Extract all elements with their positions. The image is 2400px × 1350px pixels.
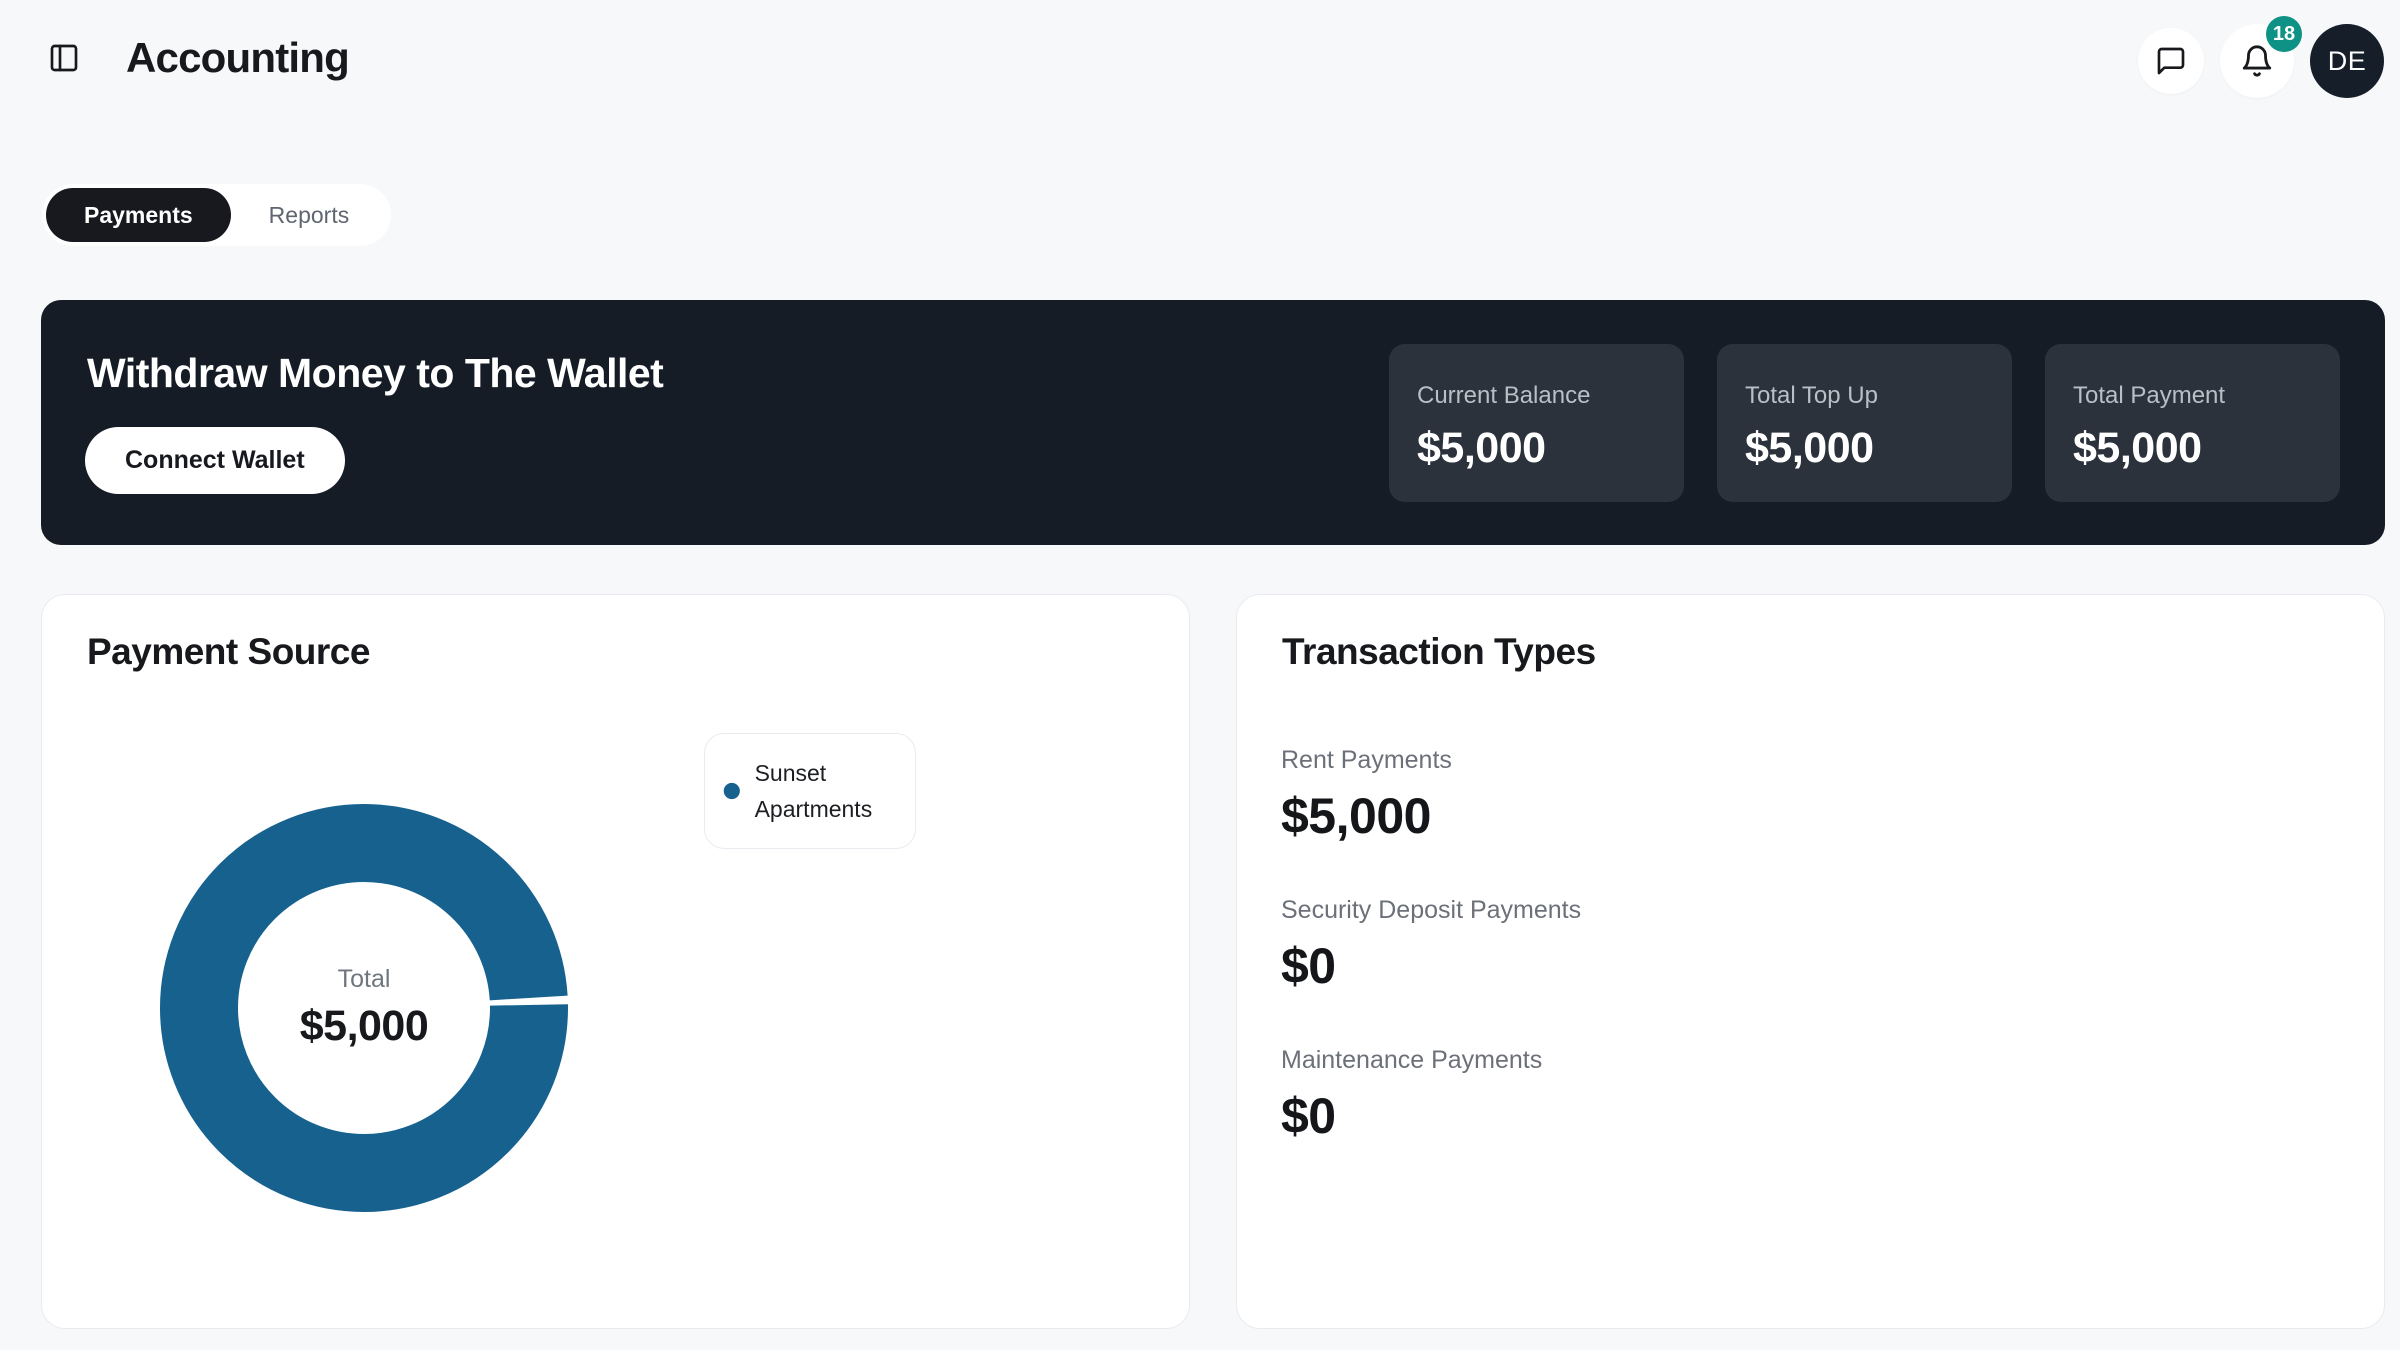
banner-stats: Current Balance $5,000 Total Top Up $5,0…	[1389, 344, 2340, 502]
payment-source-title: Payment Source	[87, 631, 370, 672]
donut-ring	[160, 804, 568, 1212]
donut-center: Total $5,000	[160, 804, 568, 1212]
stat-value: $5,000	[1745, 424, 1874, 472]
stat-card-total-top-up: Total Top Up $5,000	[1717, 344, 2012, 502]
page-title: Accounting	[126, 34, 350, 81]
stat-value: $5,000	[1417, 424, 1546, 472]
stat-card-current-balance: Current Balance $5,000	[1389, 344, 1684, 502]
transaction-label: Maintenance Payments	[1281, 1046, 1543, 1074]
list-item: Rent Payments $5,000	[1281, 745, 2340, 843]
tab-payments[interactable]: Payments	[46, 188, 231, 242]
bell-icon	[2242, 45, 2272, 77]
transaction-label: Security Deposit Payments	[1281, 896, 1582, 924]
list-item: Security Deposit Payments $0	[1281, 895, 2340, 993]
transaction-type-list: Rent Payments $5,000 Security Deposit Pa…	[1281, 745, 2340, 1195]
stat-label: Current Balance	[1417, 382, 1591, 409]
transaction-value: $0	[1281, 1088, 1336, 1144]
header-actions: 18 DE	[2138, 16, 2384, 98]
payment-source-card: Payment Source Total $5,000 Sunset Apart…	[41, 594, 1190, 1329]
user-avatar[interactable]: DE	[2310, 24, 2384, 98]
transaction-types-card: Transaction Types Rent Payments $5,000 S…	[1236, 594, 2385, 1329]
payment-source-donut-chart: Total $5,000	[160, 804, 568, 1212]
donut-total-value: $5,000	[299, 1002, 429, 1050]
transaction-value: $5,000	[1281, 788, 1431, 844]
stat-card-total-payment: Total Payment $5,000	[2045, 344, 2340, 502]
tab-reports[interactable]: Reports	[231, 188, 388, 242]
chart-legend: Sunset Apartments	[704, 733, 916, 849]
notification-count-badge: 18	[2266, 16, 2302, 52]
donut-total-label: Total	[337, 965, 391, 993]
list-item: Maintenance Payments $0	[1281, 1045, 2340, 1143]
wallet-banner: Withdraw Money to The Wallet Connect Wal…	[41, 300, 2385, 545]
chat-bubble-icon	[2157, 47, 2185, 75]
notifications-wrap: 18	[2220, 16, 2302, 98]
panel-left-icon	[50, 44, 78, 72]
transaction-types-title: Transaction Types	[1282, 631, 1596, 672]
chat-button[interactable]	[2138, 28, 2204, 94]
stat-label: Total Top Up	[1745, 382, 1878, 409]
transaction-value: $0	[1281, 938, 1336, 994]
sidebar-toggle-button[interactable]	[42, 36, 86, 80]
legend-item-label: Sunset Apartments	[754, 760, 873, 822]
transaction-label: Rent Payments	[1281, 746, 1452, 774]
legend-dot-icon	[723, 782, 740, 800]
donut-slice-sunset-apartments	[160, 804, 568, 1212]
tab-bar: Payments Reports	[42, 184, 392, 246]
banner-title: Withdraw Money to The Wallet	[87, 350, 664, 396]
connect-wallet-button[interactable]: Connect Wallet	[85, 427, 345, 494]
header-left: Accounting	[42, 34, 350, 82]
stat-label: Total Payment	[2073, 382, 2226, 409]
stat-value: $5,000	[2073, 424, 2202, 472]
